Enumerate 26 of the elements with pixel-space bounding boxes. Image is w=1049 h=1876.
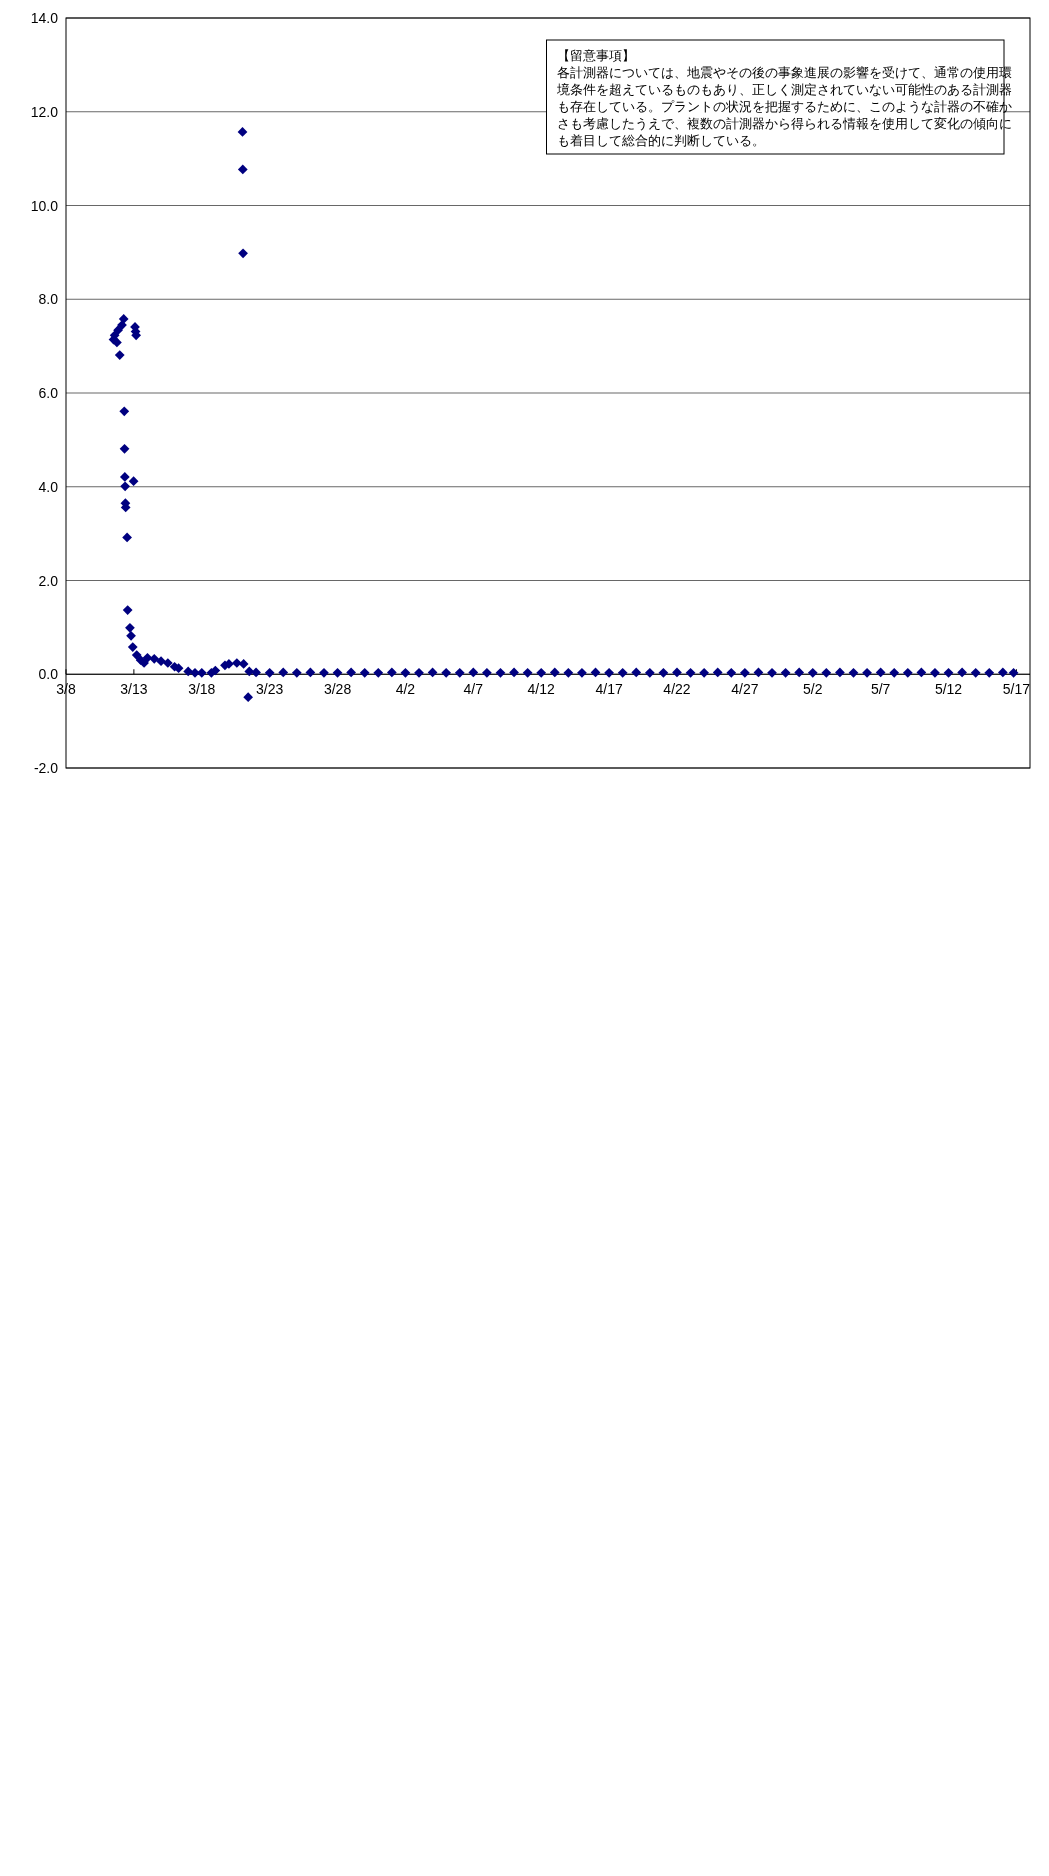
x-tick-label: 5/12	[934, 681, 963, 698]
x-tick-label: 4/2	[395, 681, 416, 698]
y-tick-label: 14.0	[30, 10, 59, 26]
annotation: 各計測器については、地震やその後の事象進展の影響を受けて、通常の使用環境条件を超えているものもあり、正しく測定されていない可能性のある計測器も存在している。プラントの状況を把握するために、このような計器の不確かさも考慮したうえで、複数の計測器から得られる情報を使用して変化の傾向にも着目して総合的に判断している。	[555, 65, 1012, 148]
y-tick-label: 0.0	[38, 666, 59, 683]
y-tick-label: -2.0	[33, 760, 59, 776]
x-tick-label: 4/17	[595, 681, 623, 698]
y-tick-label: 2.0	[38, 572, 59, 589]
y-tick-label: 8.0	[38, 291, 59, 308]
y-tick-label: 6.0	[38, 385, 59, 401]
annotation: 【留意事項】	[556, 48, 635, 63]
y-tick-label: 10.0	[30, 197, 59, 214]
x-tick-label: 3/23	[256, 681, 284, 698]
x-tick-label: 4/7	[463, 681, 484, 698]
x-tick-label: 5/17	[1002, 681, 1031, 698]
y-tick-label: 12.0	[30, 103, 59, 120]
x-tick-label: 3/13	[120, 681, 148, 698]
x-tick-label: 5/2	[803, 681, 823, 698]
x-tick-label: 4/27	[731, 681, 759, 698]
x-tick-label: 3/8	[56, 681, 76, 698]
x-tick-label: 3/28	[323, 681, 352, 698]
x-tick-label: 4/12	[527, 681, 556, 698]
x-tick-label: 3/18	[188, 681, 216, 698]
x-tick-label: 4/22	[663, 681, 691, 698]
y-tick-label: 4.0	[38, 478, 59, 495]
x-tick-label: 5/7	[870, 681, 891, 698]
